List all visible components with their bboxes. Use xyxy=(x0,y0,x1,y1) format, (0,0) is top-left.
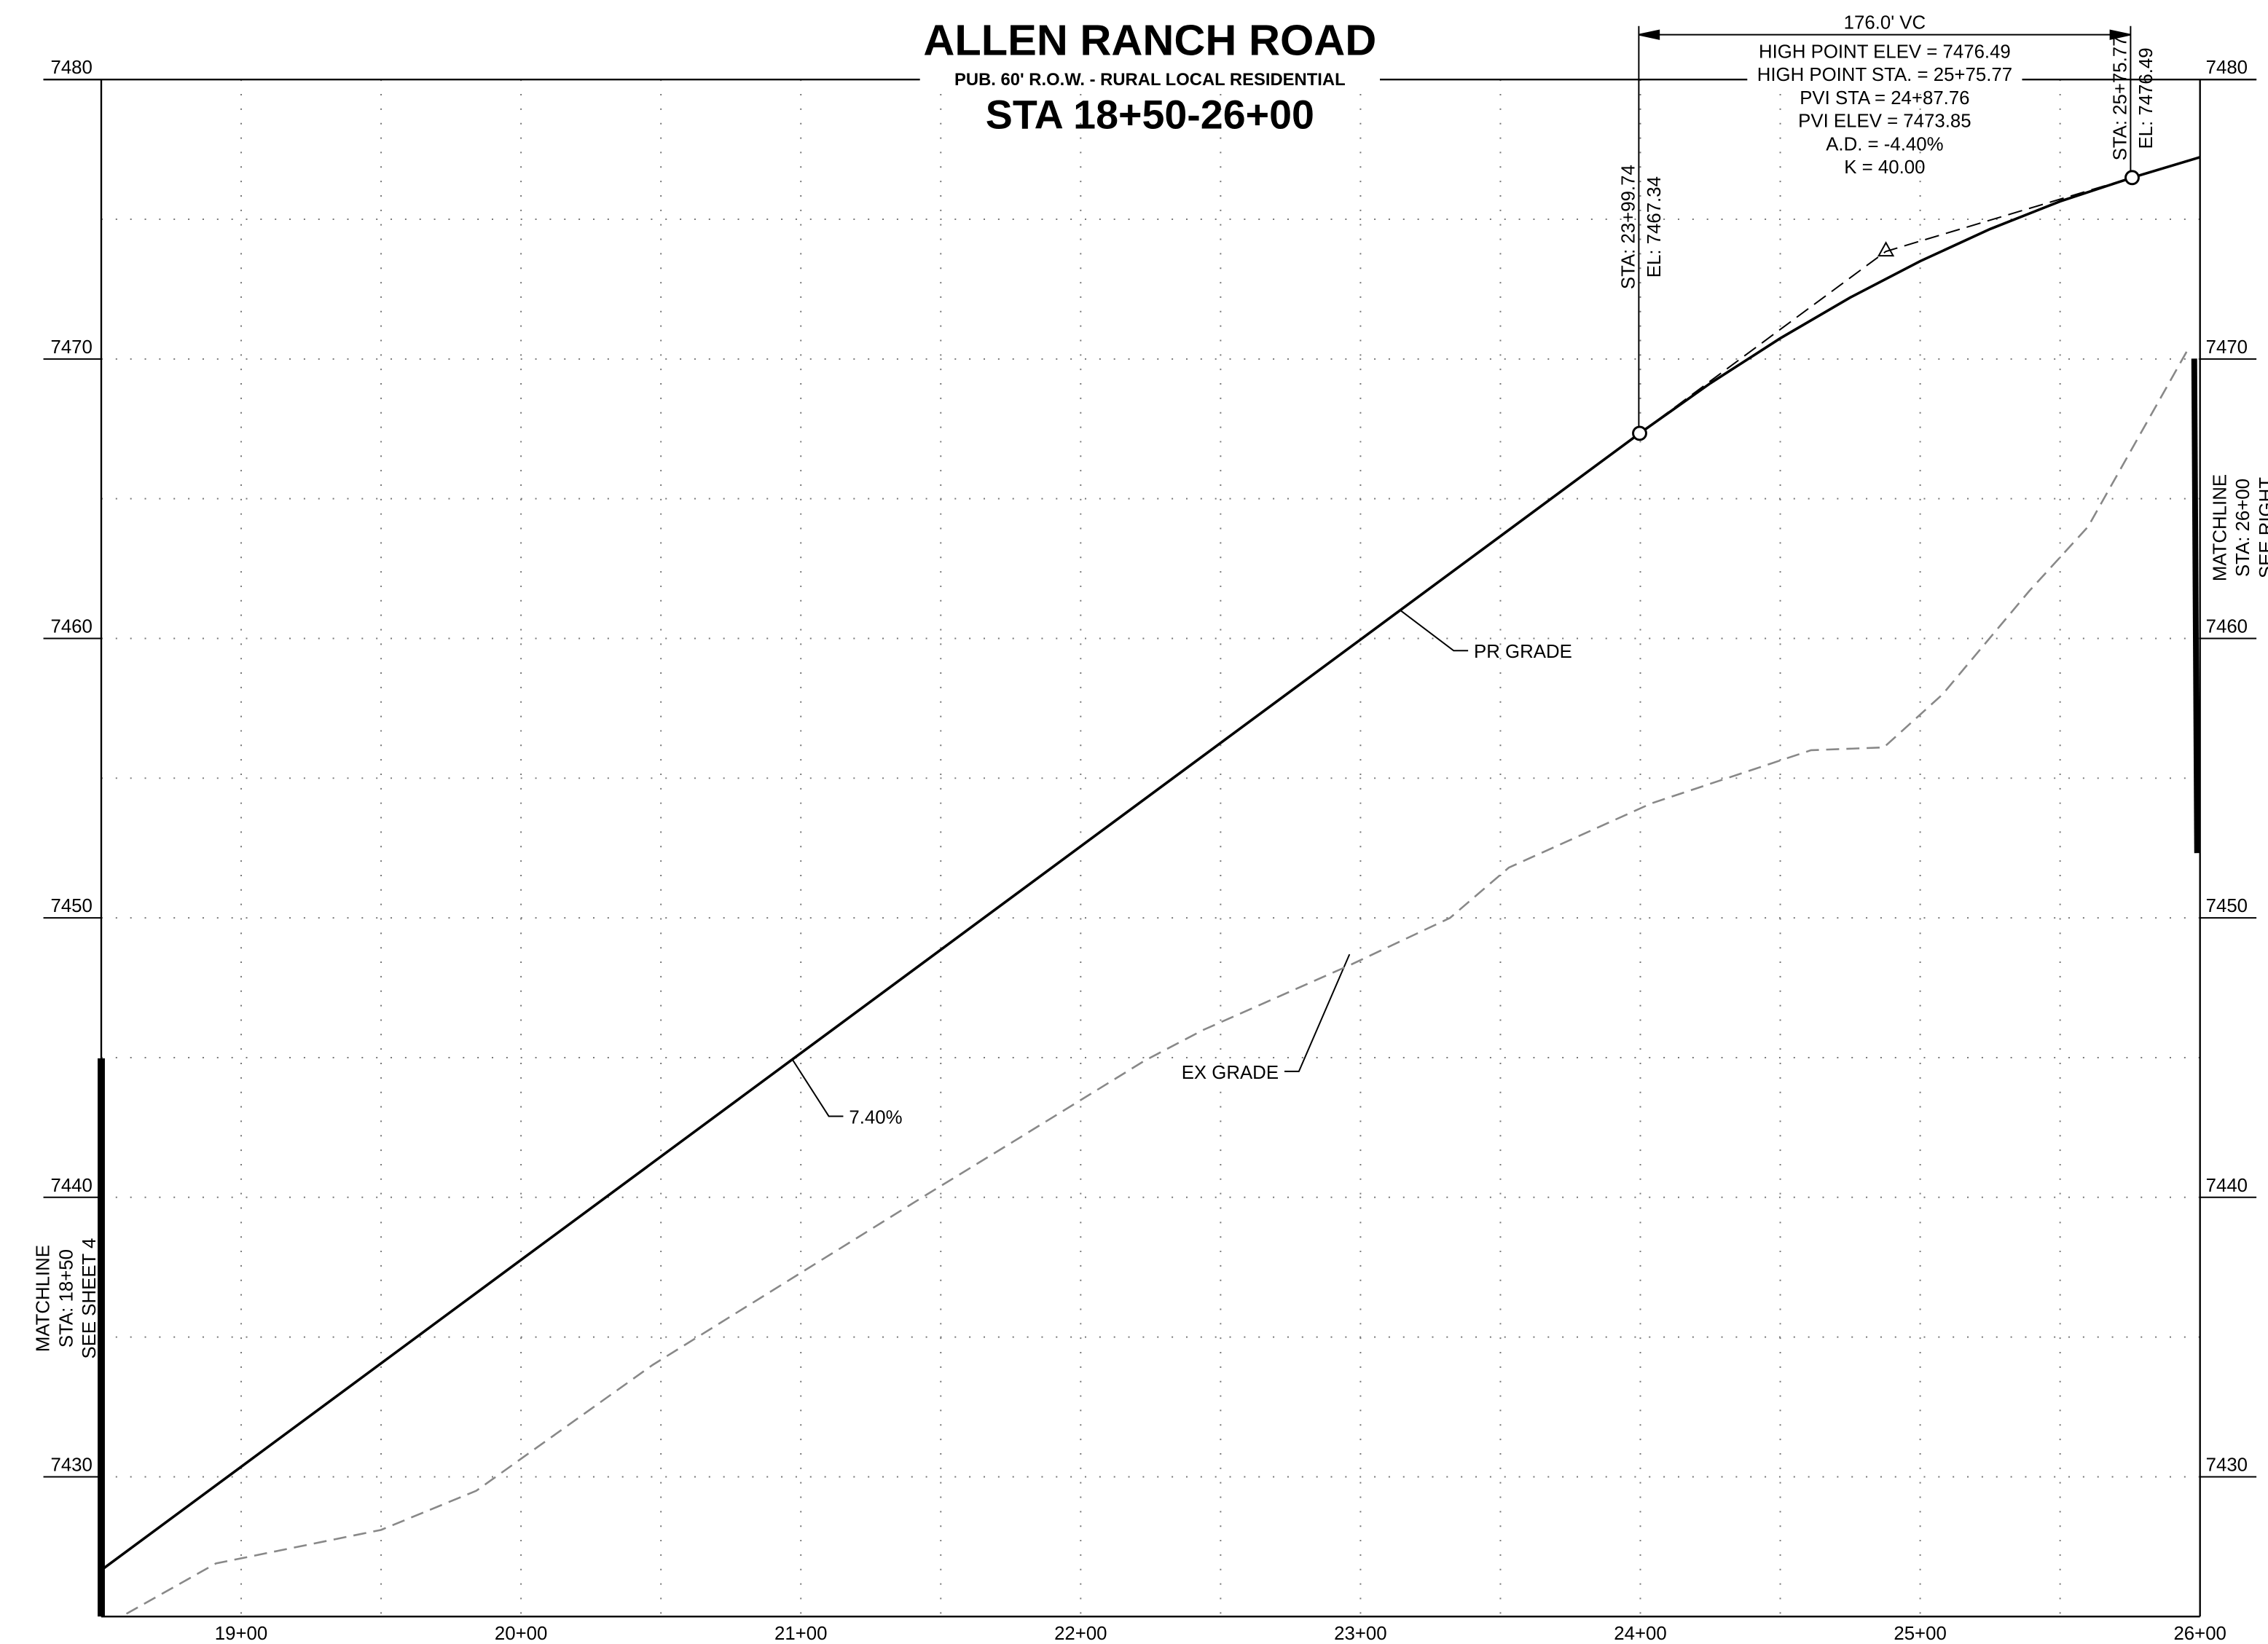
matchline-text: MATCHLINE xyxy=(33,1245,53,1352)
tangent-line xyxy=(1639,176,2132,434)
y-tick-label: 7460 xyxy=(2206,617,2248,637)
y-tick-label: 7440 xyxy=(2206,1176,2248,1196)
series-label: PR GRADE xyxy=(1474,642,1572,662)
x-tick-label: 25+00 xyxy=(1894,1624,1946,1644)
arrow xyxy=(1639,29,1660,40)
matchline-text: MATCHLINE xyxy=(2210,474,2230,581)
x-tick-label: 19+00 xyxy=(215,1624,267,1644)
y-tick-label: 7430 xyxy=(50,1455,92,1476)
subtitle: PUB. 60' R.O.W. - RURAL LOCAL RESIDENTIA… xyxy=(954,70,1346,90)
y-tick-label: 7480 xyxy=(50,58,92,78)
y-tick-label: 7470 xyxy=(50,337,92,358)
matchline-left: MATCHLINE STA: 18+50 SEE SHEET 4 xyxy=(33,1238,100,1359)
x-tick-label: 22+00 xyxy=(1054,1624,1107,1644)
matchline-text: STA: 18+50 xyxy=(56,1249,76,1348)
x-tick-label: 26+00 xyxy=(2173,1624,2226,1644)
station-marker xyxy=(2124,170,2140,186)
grade-label: 7.40% xyxy=(849,1107,902,1128)
vc-info-line: A.D. = -4.40% xyxy=(1826,134,1943,154)
x-tick-label: 20+00 xyxy=(495,1624,547,1644)
arrow xyxy=(2109,29,2131,40)
leaders xyxy=(792,609,1469,1117)
vc-info: HIGH POINT ELEV = 7476.49 HIGH POINT STA… xyxy=(1747,42,2022,178)
matchline-text: STA: 26+00 xyxy=(2233,479,2253,577)
leader xyxy=(792,1059,844,1117)
text-mask xyxy=(1747,59,2022,83)
matchline-bar xyxy=(2191,358,2200,854)
matchline-right: MATCHLINE STA: 26+00 SEE RIGHT xyxy=(2210,474,2268,581)
matchline-text: SEE SHEET 4 xyxy=(79,1238,100,1359)
vc-length: 176.0' VC xyxy=(1844,13,1926,34)
y-tick-label: 7460 xyxy=(50,617,92,637)
pvc-station: STA: 23+99.74 xyxy=(1618,165,1639,289)
leader xyxy=(1284,953,1351,1072)
x-tick-label: 24+00 xyxy=(1614,1624,1666,1644)
subtitle-mask xyxy=(919,66,1381,93)
x-tick-label: 21+00 xyxy=(774,1624,827,1644)
y-tick-label: 7450 xyxy=(50,896,92,916)
series-line xyxy=(100,156,2201,1572)
vc-info-line: HIGH POINT ELEV = 7476.49 xyxy=(1759,42,2011,62)
hp-elevation: EL: 7476.49 xyxy=(2136,47,2157,149)
chart-title: ALLEN RANCH ROAD xyxy=(923,15,1376,64)
pvc-elevation: EL: 7467.34 xyxy=(1644,176,1665,278)
y-tick-label: 7470 xyxy=(2206,337,2248,358)
hp-station: STA: 25+75.77 xyxy=(2110,36,2130,161)
series-line xyxy=(125,347,2190,1615)
station-marker xyxy=(1632,425,1647,441)
leader xyxy=(1400,609,1469,652)
matchline-text: SEE RIGHT xyxy=(2256,477,2268,578)
vc-info-line: PVI STA = 24+87.76 xyxy=(1800,88,1969,109)
station-range: STA 18+50-26+00 xyxy=(986,93,1314,138)
pvi-marker xyxy=(1877,241,1895,257)
y-tick-label: 7430 xyxy=(2206,1455,2248,1476)
vc-dimension xyxy=(1638,25,2132,433)
x-tick-label: 23+00 xyxy=(1334,1624,1386,1644)
vc-info-line: PVI ELEV = 7473.85 xyxy=(1798,111,1971,132)
vc-info-line: K = 40.00 xyxy=(1844,157,1925,178)
vc-info-line: HIGH POINT STA. = 25+75.77 xyxy=(1757,65,2012,85)
station-callouts: STA: 23+99.74 EL: 7467.34 STA: 25+75.77 … xyxy=(1618,36,2157,290)
y-tick-label: 7450 xyxy=(2206,896,2248,916)
y-tick-label: 7480 xyxy=(2206,58,2248,78)
series-label: EX GRADE xyxy=(1182,1063,1279,1083)
y-tick-label: 7440 xyxy=(50,1176,92,1196)
